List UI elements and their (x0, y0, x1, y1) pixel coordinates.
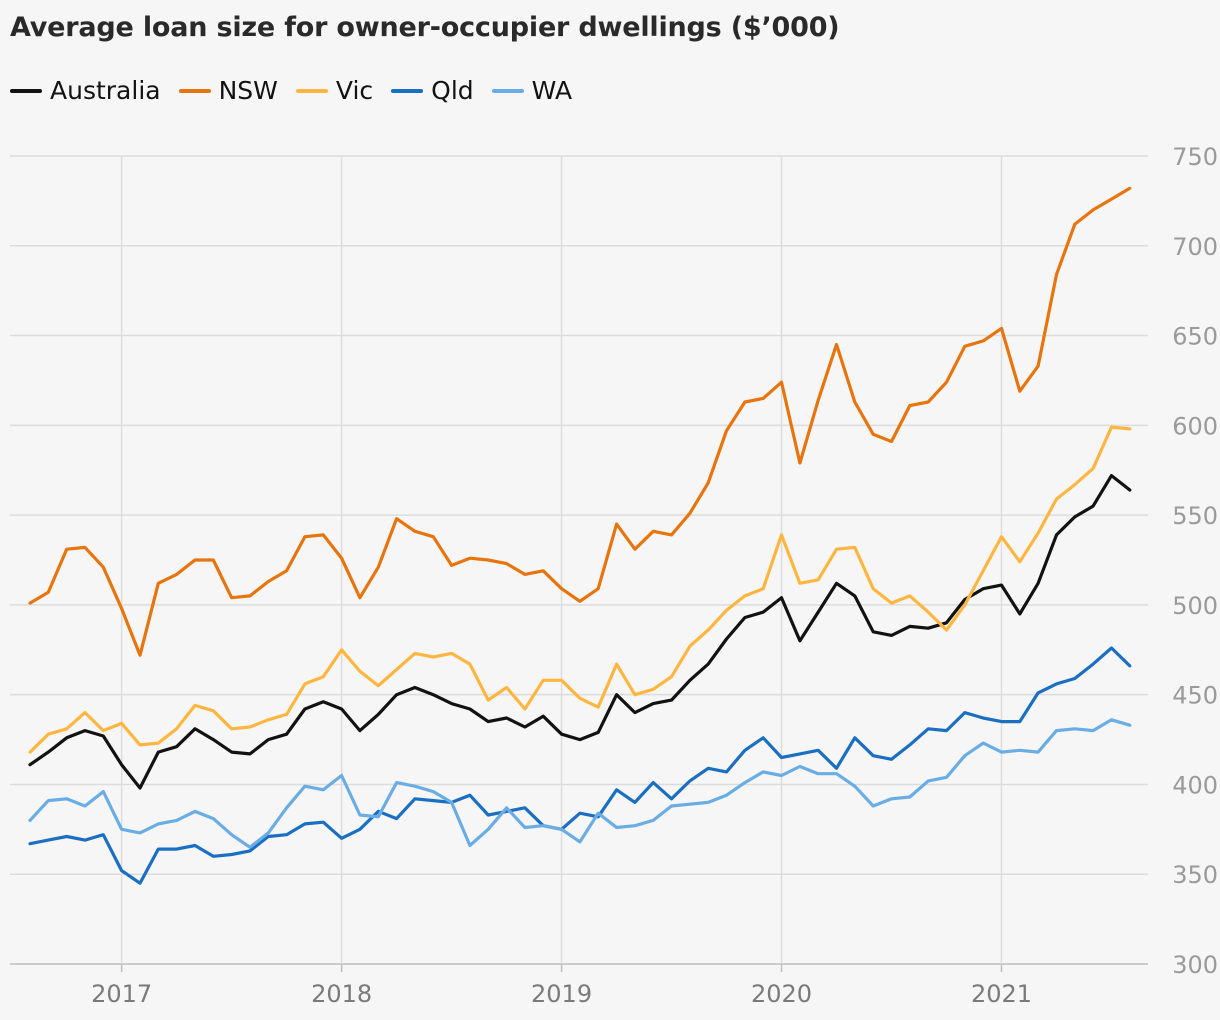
y-tick-label: 550 (1172, 502, 1218, 530)
y-tick-label: 650 (1172, 323, 1218, 351)
y-tick-label: 350 (1172, 861, 1218, 889)
y-tick-label: 750 (1172, 143, 1218, 171)
y-tick-label: 700 (1172, 233, 1218, 261)
series-lines (28, 186, 1132, 885)
legend-item-qld: Qld (391, 76, 474, 105)
series-line-nsw (28, 186, 1132, 657)
legend-swatch (10, 88, 42, 93)
x-tick-label: 2018 (311, 980, 372, 1008)
legend-label: NSW (218, 76, 278, 105)
legend-item-vic: Vic (295, 76, 374, 105)
legend-swatch (491, 88, 524, 93)
series-line-vic (28, 425, 1132, 754)
legend-item-nsw: NSW (178, 76, 278, 105)
y-tick-label: 300 (1172, 951, 1218, 979)
chart-title: Average loan size for owner-occupier dwe… (10, 12, 840, 43)
legend-item-wa: WA (491, 76, 573, 105)
y-tick-label: 400 (1172, 771, 1218, 799)
x-tick-label: 2019 (531, 980, 592, 1008)
x-tick-label: 2021 (971, 980, 1032, 1008)
x-tick-label: 2020 (751, 980, 812, 1008)
legend-label: WA (531, 76, 573, 105)
legend: Australia NSW Vic Qld WA (10, 76, 590, 105)
y-tick-label: 500 (1172, 592, 1218, 620)
legend-label: Vic (335, 76, 374, 105)
legend-label: Australia (50, 76, 161, 105)
legend-label: Qld (431, 76, 474, 105)
series-line-qld (28, 646, 1132, 885)
legend-item-australia: Australia (10, 76, 161, 105)
series-line-wa (28, 718, 1132, 849)
y-tick-label: 600 (1172, 412, 1218, 440)
legend-swatch (178, 88, 211, 93)
series-line-australia (28, 474, 1132, 790)
y-tick-label: 450 (1172, 682, 1218, 710)
legend-swatch (295, 88, 328, 93)
tick-labels: 300 350 400 450 500 550 600 650 700 750 2017 2018 20… (91, 143, 1218, 1008)
x-tick-label: 2017 (91, 980, 152, 1008)
legend-swatch (391, 88, 424, 93)
